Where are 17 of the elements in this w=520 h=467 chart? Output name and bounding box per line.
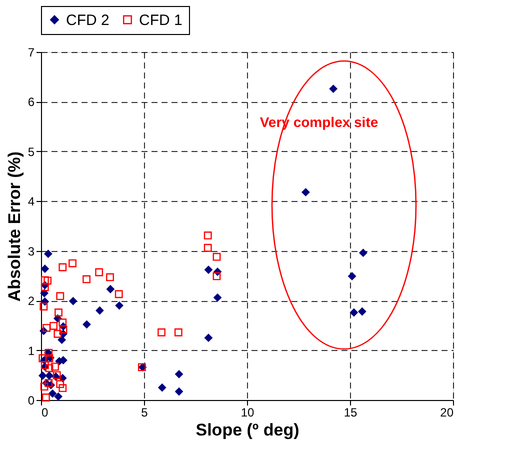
x-tick-label: 0 bbox=[42, 406, 48, 420]
legend-label: CFD 1 bbox=[139, 12, 182, 29]
y-tick-label: 6 bbox=[28, 95, 35, 110]
y-tick-label: 2 bbox=[28, 294, 35, 308]
x-tick-label: 5 bbox=[141, 406, 148, 420]
y-tick-label: 5 bbox=[28, 144, 35, 159]
legend-label: CFD 2 bbox=[66, 12, 110, 29]
y-tick-label: 1 bbox=[28, 344, 35, 358]
y-axis-title: Absolute Error (%) bbox=[4, 151, 24, 302]
x-axis-title: Slope (º deg) bbox=[196, 420, 300, 440]
y-tick-label: 7 bbox=[28, 46, 35, 60]
y-tick-label: 4 bbox=[28, 194, 35, 209]
x-tick-label: 15 bbox=[344, 406, 358, 420]
y-tick-label: 3 bbox=[28, 244, 35, 258]
y-tick-label: 0 bbox=[28, 394, 35, 408]
x-tick-label: 10 bbox=[240, 406, 254, 420]
x-tick-label: 20 bbox=[440, 406, 454, 420]
